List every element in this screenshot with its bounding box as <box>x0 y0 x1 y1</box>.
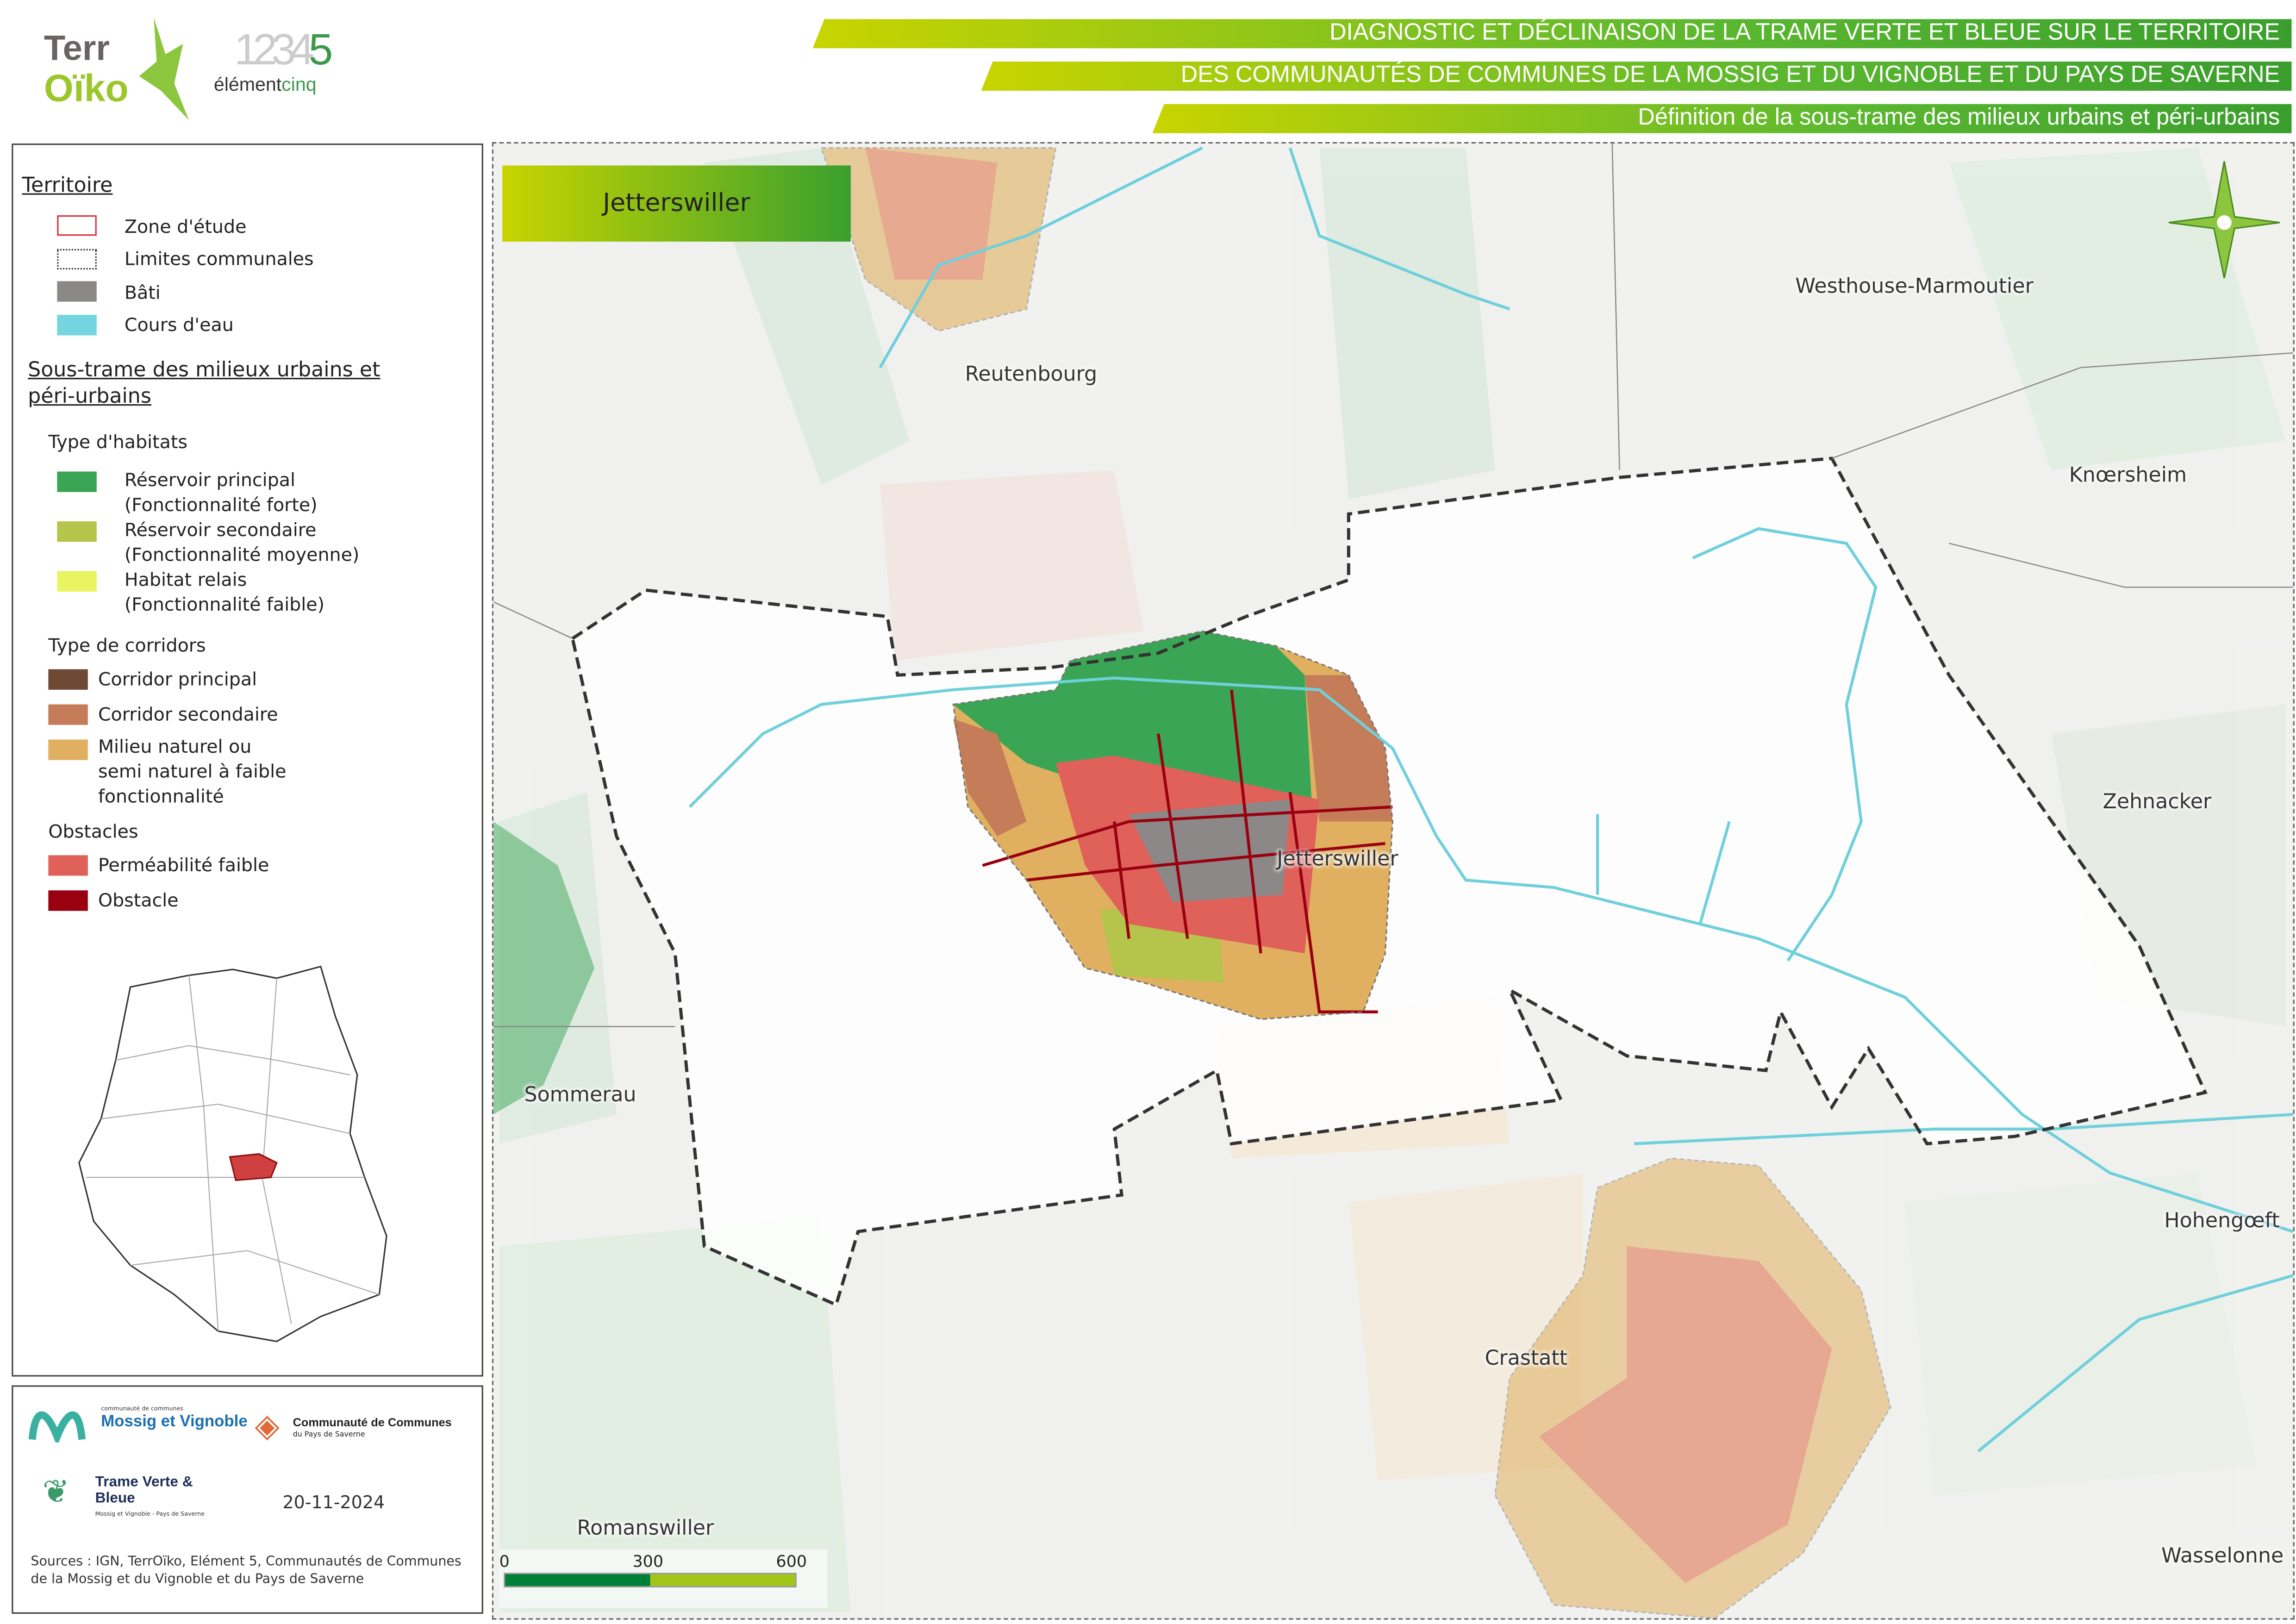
scale-tick: 0 <box>499 1552 510 1572</box>
limites-communales-swatch <box>57 249 97 270</box>
legend-label: Cours d'eau <box>124 313 234 336</box>
legend-label: Zone d'étude <box>124 215 247 237</box>
commune-title: Jetterswiller <box>603 189 750 219</box>
bati-swatch <box>57 281 97 302</box>
legend-label: Habitat relais (Fonctionnalité faible) <box>124 568 325 615</box>
legend-label: Réservoir principal (Fonctionnalité forte… <box>124 468 318 516</box>
scale-segment-2 <box>650 1574 795 1586</box>
title-line-3: Définition de la sous-trame des milieux … <box>1152 104 2292 133</box>
tvb-logo: ❦ Trame Verte & Bleue Mossig et Vignoble… <box>42 1474 205 1518</box>
corridors-title: Type de corridors <box>48 634 206 656</box>
legend-territoire-title: Territoire <box>22 174 113 198</box>
legend-soustrame-title: Sous-trame des milieux urbains et péri-u… <box>28 359 381 409</box>
corridor-principal-swatch <box>48 669 88 690</box>
mossig-vignoble-logo: communauté de communes Mossig et Vignobl… <box>28 1405 248 1447</box>
place-label: Westhouse-Marmoutier <box>1795 275 2034 299</box>
legend-label: Bâti <box>124 281 161 303</box>
reservoir-secondaire-swatch <box>57 521 97 542</box>
place-label: Knœrsheim <box>2069 464 2187 488</box>
scale-tick: 300 <box>632 1552 663 1572</box>
place-label: Crastatt <box>1485 1347 1568 1371</box>
place-label: Hohengœft <box>2164 1209 2280 1233</box>
legend-label: Limites communales <box>124 247 314 270</box>
commune-title-box: Jetterswiller <box>502 165 851 242</box>
habitats-title: Type d'habitats <box>48 431 188 453</box>
milieu-naturel-swatch <box>48 739 88 760</box>
legend-label: Perméabilité faible <box>98 854 269 876</box>
corridor-secondaire-swatch <box>48 704 88 725</box>
cours-eau-swatch <box>57 315 97 336</box>
title-line-2: DES COMMUNAUTÉS DE COMMUNES DE LA MOSSIG… <box>981 61 2292 91</box>
legend-label: Milieu naturel ou semi naturel à faible … <box>98 735 287 807</box>
legend-label: Obstacle <box>98 889 179 911</box>
sources-text: Sources : IGN, TerrOïko, Elément 5, Comm… <box>31 1555 462 1588</box>
scale-segment-1 <box>505 1574 650 1586</box>
habitat-relais-swatch <box>57 571 97 592</box>
place-label: Wasselonne <box>2161 1545 2284 1568</box>
obstacles-title: Obstacles <box>48 820 138 842</box>
place-label: Sommerau <box>524 1083 636 1107</box>
neighbour-villages <box>493 147 1891 1618</box>
elementcinq-logo: 12345 élémentcinq <box>213 26 333 95</box>
obstacle-swatch <box>48 890 88 911</box>
place-label: Zehnacker <box>2103 791 2212 814</box>
zone-etude-swatch <box>57 215 97 236</box>
scale-bar: 0 300 600 m <box>499 1549 828 1608</box>
legend-label: Réservoir secondaire (Fonctionnalité moye… <box>124 518 360 566</box>
study-zone-boundary <box>570 456 2208 1307</box>
place-label: Romanswiller <box>577 1517 714 1541</box>
jetterswiller-habitat <box>952 630 1393 1020</box>
leaf-icon: ❦ <box>42 1474 70 1512</box>
legend-label: Corridor secondaire <box>98 703 278 725</box>
map-canvas <box>493 144 2293 1618</box>
terroiko-logo: Terr Oïko <box>44 17 190 126</box>
legend-label: Corridor principal <box>98 668 257 690</box>
title-line-1: DIAGNOSTIC ET DÉCLINAISON DE LA TRAME VE… <box>812 19 2292 49</box>
saverne-emblem-icon: ◈ <box>255 1409 280 1446</box>
map-date: 20-11-2024 <box>282 1492 385 1513</box>
north-arrow-icon <box>2168 161 2280 284</box>
place-label: Reutenbourg <box>965 363 1098 387</box>
place-label: Jetterswiller <box>1277 848 1398 872</box>
saverne-logo: ◈ Communauté de Communes du Pays de Save… <box>255 1409 452 1446</box>
commune-limits <box>493 144 2293 1027</box>
credits-panel: communauté de communes Mossig et Vignobl… <box>12 1385 483 1614</box>
legend-panel: Territoire Zone d'étude Limites communal… <box>12 144 483 1377</box>
map-frame[interactable]: Jetterswiller Reutenbourg Westhouse-Marm… <box>492 142 2295 1620</box>
rivers <box>688 146 2293 1453</box>
reservoir-principal-swatch <box>57 471 97 492</box>
permeabilite-faible-swatch <box>48 855 88 876</box>
locator-map <box>78 965 387 1343</box>
